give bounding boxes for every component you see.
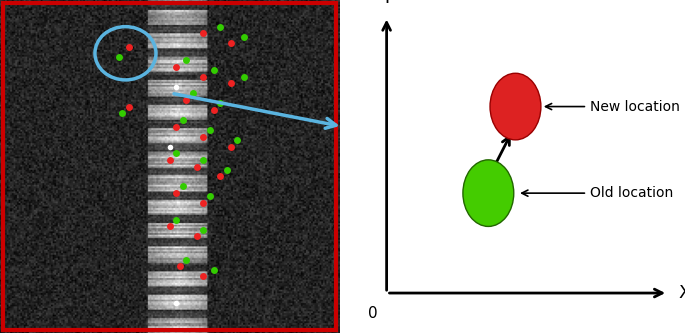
Ellipse shape xyxy=(490,73,541,140)
Text: 0: 0 xyxy=(369,305,378,321)
Text: X: X xyxy=(678,284,685,302)
Text: New location: New location xyxy=(545,100,680,114)
Text: Old location: Old location xyxy=(522,186,673,200)
Text: Y: Y xyxy=(381,0,392,7)
Ellipse shape xyxy=(463,160,514,226)
